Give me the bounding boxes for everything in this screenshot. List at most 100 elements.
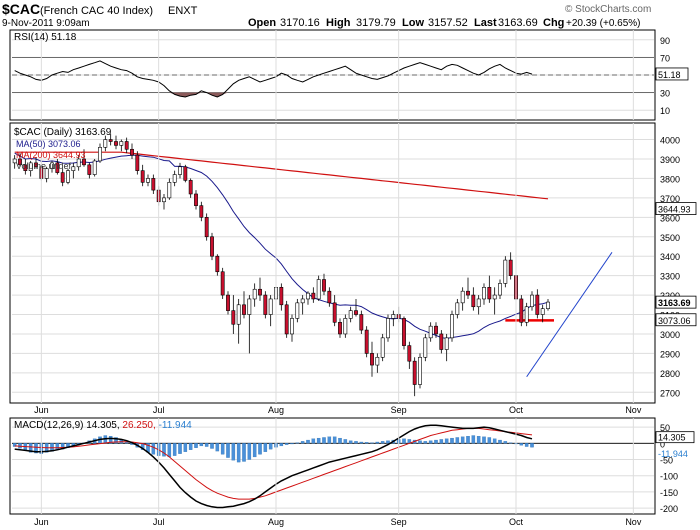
macd-legend-text: MACD(12,26,9) 14.305, 26.250, -11.944 bbox=[14, 420, 192, 431]
watermark: © StockCharts.com bbox=[565, 4, 651, 15]
macd-histogram-bar bbox=[226, 443, 230, 458]
candle-body bbox=[60, 172, 65, 183]
rsi-legend: RSI(14) 51.18 bbox=[14, 32, 77, 43]
macd-histogram-bar bbox=[348, 440, 353, 444]
candle-body bbox=[268, 298, 273, 315]
candle-body bbox=[162, 197, 166, 203]
macd-histogram-bar bbox=[364, 442, 369, 444]
candle-body bbox=[114, 141, 118, 146]
open-value: 3170.16 bbox=[280, 17, 320, 29]
candle-body bbox=[108, 139, 113, 142]
price-tick-label: 3800 bbox=[660, 174, 680, 184]
price-panel: 2700280029003000310032003300340035003600… bbox=[12, 133, 697, 398]
candle-body bbox=[428, 325, 433, 339]
rsi-tick-label: 70 bbox=[660, 53, 670, 63]
macd-signal-line bbox=[14, 427, 533, 500]
candle-body bbox=[332, 302, 337, 323]
candle-body bbox=[316, 279, 321, 300]
price-tick-label: 3400 bbox=[660, 252, 680, 262]
candle-body bbox=[370, 353, 374, 366]
month-label-bottom: Nov bbox=[625, 517, 642, 527]
macd-histogram-bar bbox=[322, 437, 326, 444]
price-tick-label: 2800 bbox=[660, 369, 680, 379]
rsi-last-box bbox=[655, 67, 689, 81]
candle-body bbox=[231, 310, 236, 325]
candle-body bbox=[258, 288, 262, 296]
month-label: Aug bbox=[268, 405, 284, 415]
rsi-legend-text: RSI(14) 51.18 bbox=[14, 32, 77, 43]
macd-histogram-bar bbox=[311, 438, 316, 444]
macd-histogram-bar bbox=[498, 439, 502, 444]
macd-histogram-bar bbox=[375, 441, 380, 444]
candle-body bbox=[194, 193, 198, 206]
month-label-bottom: Jul bbox=[153, 517, 165, 527]
chg-label: Chg bbox=[543, 17, 564, 29]
candle-body bbox=[71, 166, 76, 171]
candle-body bbox=[295, 302, 300, 319]
candle-body bbox=[44, 168, 49, 179]
candle-body bbox=[476, 298, 481, 308]
candle-body bbox=[210, 236, 214, 257]
macd-histogram-bar bbox=[343, 439, 348, 444]
macd-histogram-bar bbox=[519, 443, 524, 446]
chg-value: +20.39 (+0.65%) bbox=[566, 18, 641, 29]
macd-histogram-bar bbox=[231, 443, 236, 461]
rsi-tick-label: 30 bbox=[660, 89, 670, 99]
candle-body bbox=[460, 290, 465, 304]
macd-legend-macd: MACD(12,26,9) 14.305, bbox=[14, 420, 120, 431]
candle-body bbox=[412, 360, 417, 385]
chart-header: $CAC (French CAC 40 Index) ENXT 9-Nov-20… bbox=[2, 1, 651, 29]
exchange: ENXT bbox=[168, 5, 198, 17]
macd-tick-label: -150 bbox=[660, 488, 678, 498]
candle-body bbox=[418, 356, 422, 385]
candle-body bbox=[540, 308, 545, 315]
macd-tick-label: -100 bbox=[660, 472, 678, 482]
ma50-line bbox=[14, 152, 549, 339]
candle-body bbox=[482, 287, 486, 300]
price-tick-label: 3700 bbox=[660, 194, 680, 204]
rsi-tick-label: 10 bbox=[660, 106, 670, 116]
ma200-legend-text: MA(200) 3644.93 bbox=[16, 150, 86, 160]
price-legend: $CAC (Daily) 3163.69 MA(50) 3073.06 MA(2… bbox=[14, 127, 112, 171]
candle-body bbox=[124, 141, 129, 150]
macd-tick-label: 50 bbox=[660, 423, 670, 433]
macd-histogram-bar bbox=[300, 441, 305, 444]
candle-body bbox=[188, 180, 193, 195]
volume-legend-text: Volume undef bbox=[16, 161, 72, 171]
macd-histogram-bar bbox=[34, 443, 38, 454]
candle-body bbox=[183, 166, 188, 181]
candle-body bbox=[343, 318, 348, 335]
candle-body bbox=[55, 162, 60, 173]
macd-tick-label: -50 bbox=[660, 456, 673, 466]
macd-histogram-bar bbox=[316, 437, 321, 444]
macd-histogram-bar bbox=[434, 439, 438, 444]
macd-histogram-bar bbox=[327, 436, 332, 444]
candle-body bbox=[215, 255, 220, 273]
macd-histogram-bar bbox=[530, 443, 534, 448]
price-tick-label: 3600 bbox=[660, 213, 680, 223]
candle-body bbox=[172, 174, 177, 183]
candle-body bbox=[252, 288, 257, 300]
candle-body bbox=[87, 164, 92, 175]
month-label: Oct bbox=[509, 405, 524, 415]
macd-tick-label: 0 bbox=[660, 439, 665, 449]
macd-histogram-bar bbox=[108, 436, 113, 444]
macd-histogram-bar bbox=[188, 443, 193, 450]
macd-histogram-bar bbox=[370, 442, 374, 444]
price-last-label-box bbox=[655, 295, 697, 309]
candle-body bbox=[311, 292, 316, 300]
macd-histogram-bar bbox=[439, 439, 444, 444]
rsi-panel: 103050709051.18 bbox=[12, 36, 689, 116]
candle-body bbox=[434, 325, 438, 335]
candle-body bbox=[119, 141, 124, 146]
rsi-last-label: 51.18 bbox=[658, 70, 681, 80]
macd-histogram-bar bbox=[204, 443, 209, 447]
macd-histogram-bar bbox=[258, 443, 262, 455]
low-value: 3157.52 bbox=[428, 17, 468, 29]
macd-legend-signal: 26.250, bbox=[122, 420, 155, 431]
macd-legend: MACD(12,26,9) 14.305, 26.250, -11.944 bbox=[14, 420, 192, 431]
macd-histogram-bar bbox=[455, 437, 460, 444]
macd-histogram-bar bbox=[338, 437, 342, 444]
candle-body bbox=[354, 310, 358, 315]
